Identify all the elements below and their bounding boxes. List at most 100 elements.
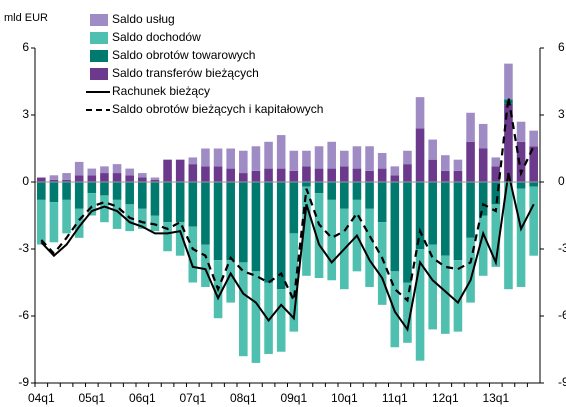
x-tick-label: 09q1 [280,391,307,405]
bar [87,168,97,176]
bar [74,161,84,176]
bar [352,146,362,169]
bar [138,208,147,229]
bar [213,166,223,182]
legend-swatch [90,68,108,80]
bar [377,152,387,169]
bar [491,166,501,182]
bar [150,177,160,180]
bar [327,182,336,200]
bar [62,179,71,182]
bar [150,182,160,216]
bar [251,182,261,272]
bar [377,168,387,182]
bar [441,255,450,334]
bar [403,164,412,182]
bar [441,170,450,182]
bar [213,148,223,167]
bar [377,182,387,223]
bar [491,182,501,205]
bar [441,155,450,171]
bar [37,182,46,200]
y2-tick-label: 6 [558,40,565,54]
x-tick-label: 06q1 [129,391,156,405]
bar [150,179,160,182]
bar [264,141,273,169]
bar [478,182,488,216]
bar [74,175,84,182]
bar [175,222,185,256]
bar [516,182,526,189]
bar [62,173,71,180]
bar [112,164,122,174]
bar [453,159,463,171]
bar [403,282,412,343]
bar [37,177,46,182]
bar [453,170,463,182]
bar [62,182,71,200]
bar [112,182,122,200]
bar [239,182,248,263]
bar [289,170,299,182]
bar [87,193,97,216]
x-tick-label: 11q1 [382,391,408,405]
bar [390,175,400,182]
bar [74,182,84,209]
bar [441,182,450,256]
bar [302,150,311,167]
bar [201,182,210,245]
x-tick-label: 05q1 [78,391,105,405]
bar [478,123,488,149]
bar [188,164,198,182]
bar [163,222,172,252]
bar [226,260,235,303]
bar [100,166,109,174]
bar [390,166,400,176]
x-tick-label: 07q1 [179,391,206,405]
x-tick-label: 08q1 [230,391,257,405]
legend-label: Saldo transferów bieżących [112,66,259,80]
bar [37,199,46,245]
bar [175,182,185,223]
legend-swatch [90,14,108,26]
bar [138,177,147,182]
bar [504,103,513,182]
y-tick-label: -6 [18,308,29,322]
legend-label: Saldo usług [112,12,175,26]
lines [40,96,535,332]
bar [302,182,311,187]
y-tick-label: 6 [22,40,29,54]
bar [504,63,513,100]
y2-tick-label: 3 [558,107,565,121]
bar [340,166,349,182]
bar [428,182,437,245]
bar [466,112,475,142]
bar [201,244,210,287]
bar [466,141,475,182]
bar [365,146,374,171]
bar [340,182,349,209]
bar [516,141,526,182]
bar [365,170,374,182]
y2-tick-label: -6 [558,308,566,322]
bar [188,226,198,283]
bar [415,182,425,249]
bar [125,175,134,182]
x-tick-label: 12q1 [432,391,459,405]
bar [529,146,538,182]
bar [49,179,59,182]
bar [365,208,374,287]
line [40,96,535,305]
y-tick-label: 0 [22,174,29,188]
bar [453,182,463,261]
bar [478,148,488,182]
x-tick-label: 13q1 [482,391,509,405]
bar [403,182,412,283]
bar [390,182,400,272]
legend-label: Rachunek bieżący [112,84,210,98]
bar [251,170,261,182]
bar [478,215,488,276]
y-tick-label: 3 [22,107,29,121]
bar [264,182,273,283]
